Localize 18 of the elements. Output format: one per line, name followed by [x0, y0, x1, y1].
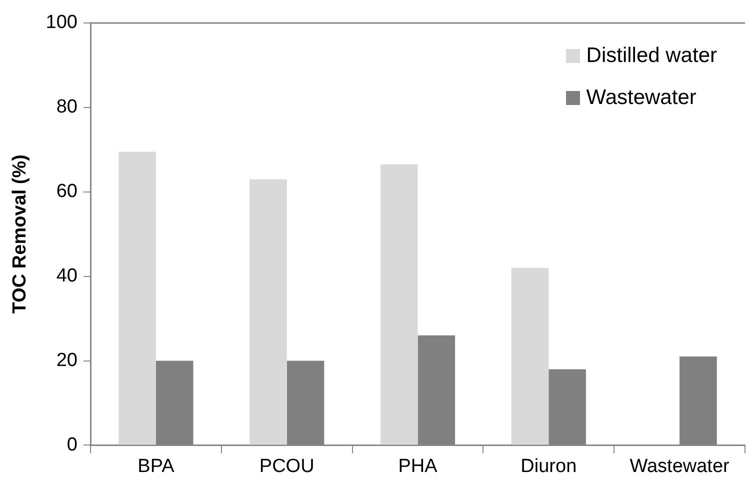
x-tick-label: Wastewater — [630, 456, 730, 477]
bar — [118, 152, 156, 445]
bar — [511, 268, 549, 445]
y-tick-label: 0 — [66, 434, 78, 456]
y-tick-label: 100 — [46, 12, 78, 34]
bar — [250, 179, 287, 445]
y-tick-label: 60 — [56, 181, 78, 202]
x-tick-label: BPA — [138, 456, 175, 477]
y-tick-label: 40 — [56, 266, 78, 287]
y-axis-title: TOC Removal (%) — [10, 154, 31, 314]
legend-label: Wastewater — [586, 86, 696, 110]
x-tick-label: PHA — [398, 456, 438, 477]
bar — [380, 164, 418, 445]
y-tick-label: 20 — [56, 350, 78, 371]
x-tick-label: PCOU — [259, 456, 314, 477]
y-tick-label: 80 — [56, 96, 78, 118]
x-tick-label: Diuron — [520, 456, 577, 477]
legend-label: Distilled water — [586, 44, 717, 68]
